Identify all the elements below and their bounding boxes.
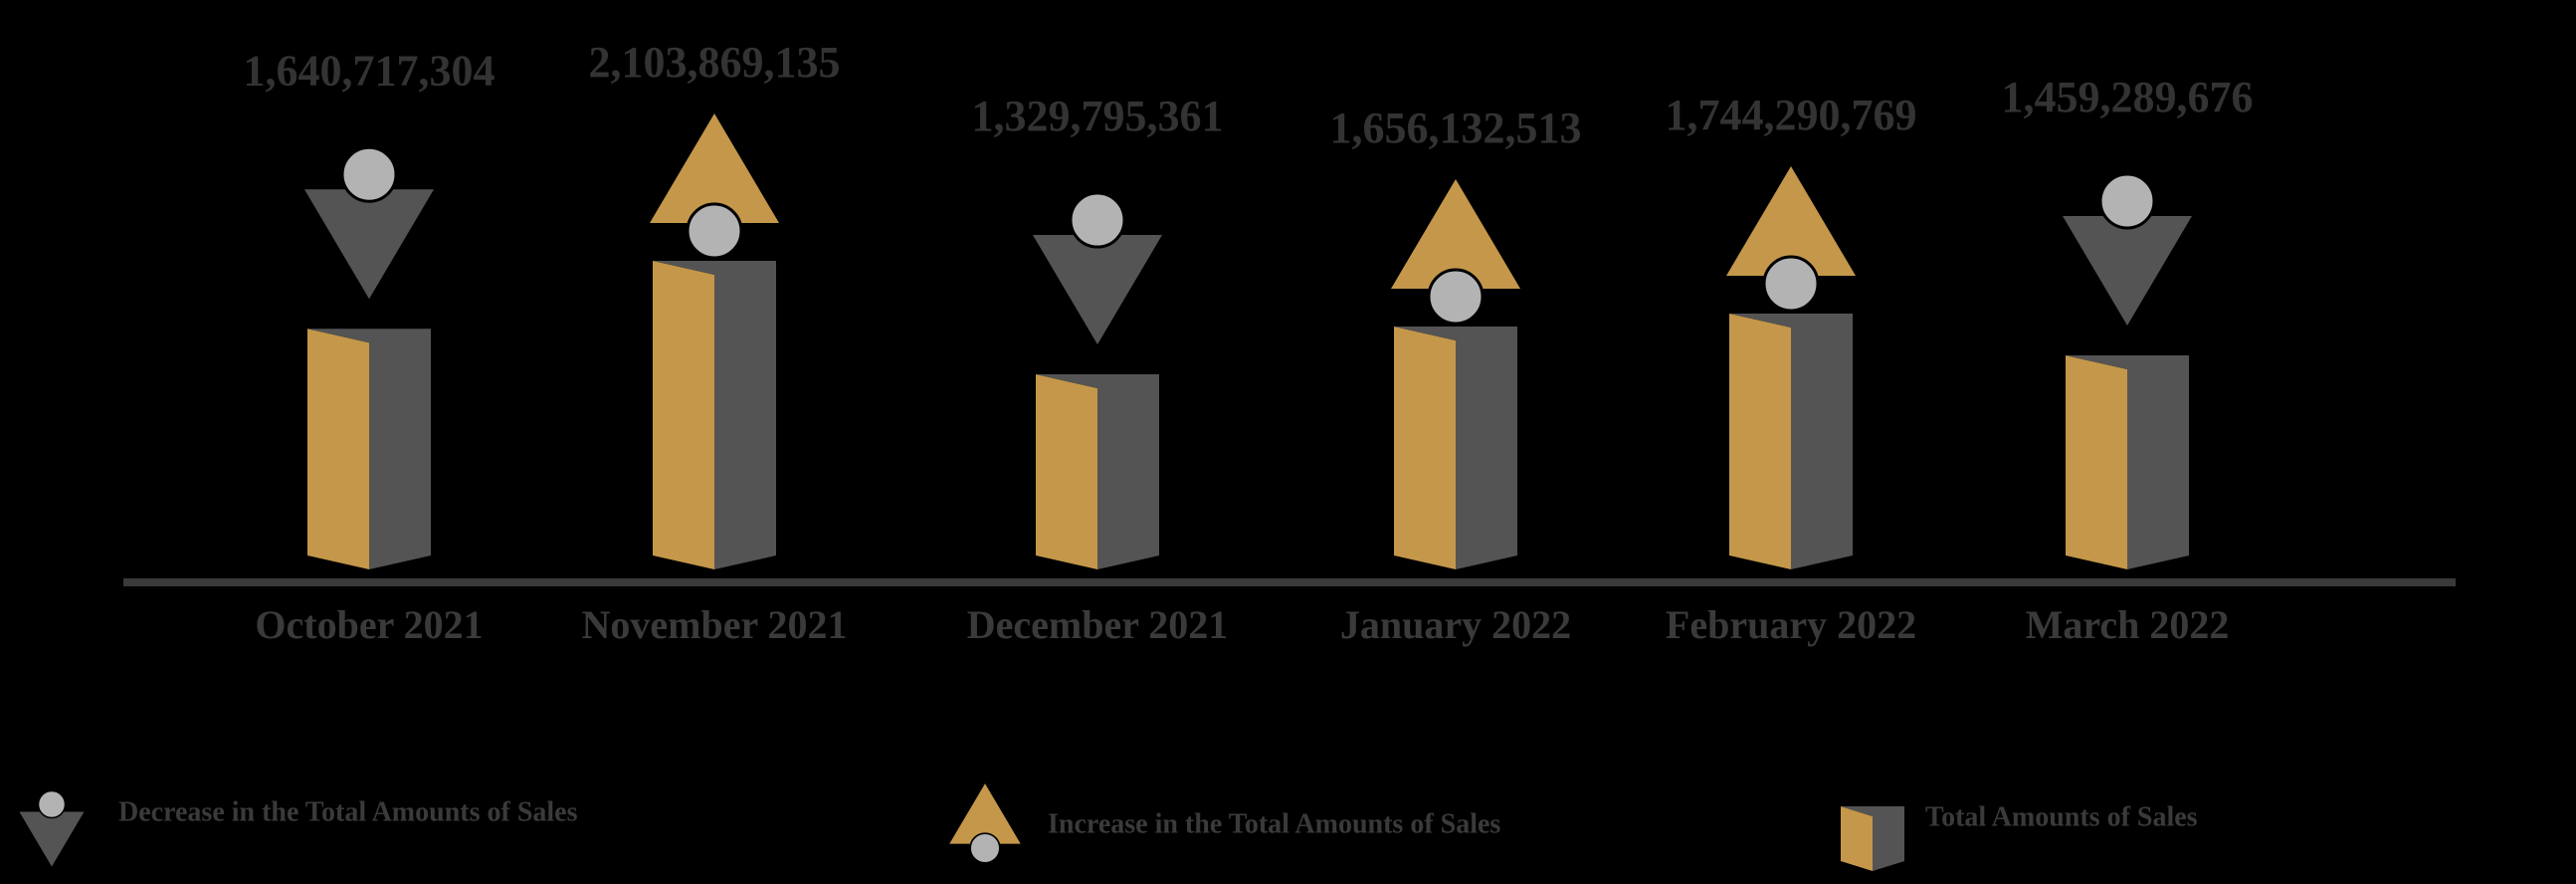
decrease-arrow xyxy=(1033,235,1162,345)
legend-label: Total Amounts of Sales xyxy=(1925,801,2198,832)
indicator-circle xyxy=(2098,172,2156,230)
x-tick-label: October 2021 xyxy=(255,602,483,647)
bar-gray xyxy=(2066,354,2189,569)
indicator-circle xyxy=(1762,255,1820,313)
legend-gray xyxy=(1841,806,1904,871)
bar-gold xyxy=(1394,326,1456,569)
x-tick-label: January 2022 xyxy=(1340,602,1571,647)
value-label: 2,103,869,135 xyxy=(589,38,841,87)
x-tick-label: November 2021 xyxy=(582,602,848,647)
value-label: 1,329,795,361 xyxy=(972,92,1224,140)
indicator-circle xyxy=(1069,191,1126,249)
bar-gray xyxy=(1729,313,1853,569)
increase-arrow xyxy=(1391,178,1520,289)
bar-gold xyxy=(2066,354,2127,569)
value-label: 1,656,132,513 xyxy=(1330,104,1582,152)
value-label: 1,744,290,769 xyxy=(1666,91,1917,139)
value-label: 1,459,289,676 xyxy=(2002,73,2254,121)
legend-label: Increase in the Total Amounts of Sales xyxy=(1048,808,1500,839)
indicator-circle xyxy=(686,202,743,260)
indicator-circle xyxy=(37,789,67,819)
bar-gray xyxy=(653,261,776,569)
bar-gray xyxy=(1394,326,1517,569)
indicator-circle xyxy=(1427,268,1485,326)
x-tick-label: March 2022 xyxy=(2026,602,2230,647)
bar-gold xyxy=(1729,313,1791,569)
increase-arrow xyxy=(650,113,779,223)
increase-arrow xyxy=(949,783,1021,844)
bar-gray xyxy=(1036,374,1159,569)
decrease-arrow xyxy=(304,189,434,300)
indicator-circle xyxy=(969,832,1001,864)
bar-gray xyxy=(307,329,431,569)
indicator-circle xyxy=(340,145,398,203)
decrease-arrow xyxy=(2063,215,2192,326)
x-tick-label: December 2021 xyxy=(967,602,1229,647)
bar-gold xyxy=(653,261,714,569)
decrease-arrow xyxy=(19,811,85,867)
value-label: 1,640,717,304 xyxy=(244,46,495,95)
legend-gold xyxy=(1841,806,1873,871)
bar-gold xyxy=(1036,374,1097,569)
legend-label: Decrease in the Total Amounts of Sales xyxy=(118,796,578,827)
x-tick-label: February 2022 xyxy=(1666,602,1916,647)
bar-gold xyxy=(307,329,369,569)
increase-arrow xyxy=(1726,165,1856,276)
